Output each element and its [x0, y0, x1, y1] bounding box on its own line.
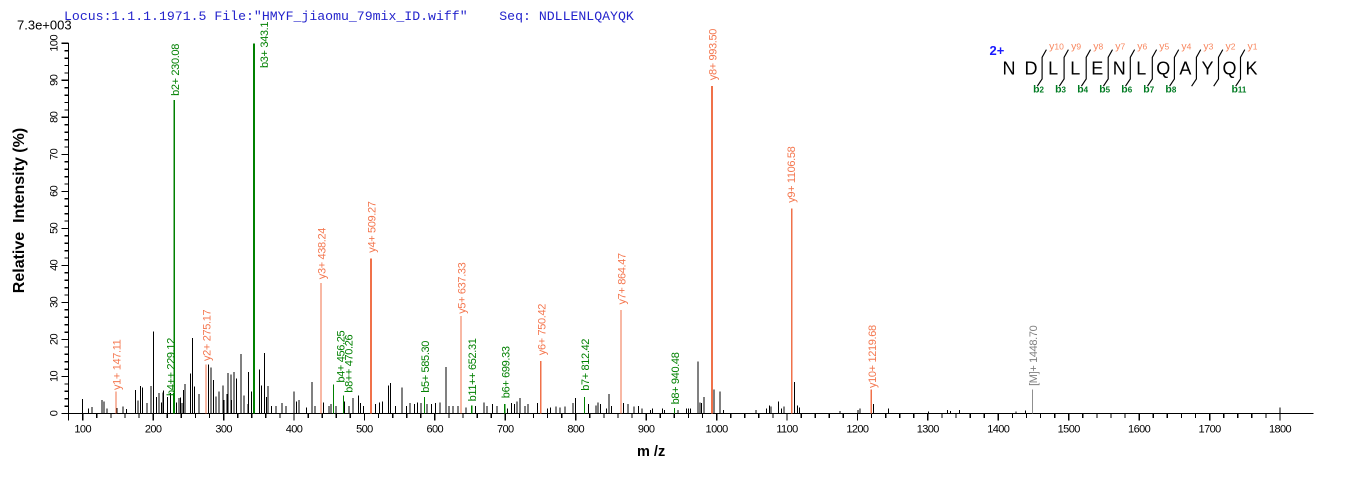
svg-text:y10: y10 — [1049, 41, 1064, 53]
svg-text:y7: y7 — [1115, 41, 1125, 53]
svg-text:Locus:1.1.1.1971.5 File:"HMYF_: Locus:1.1.1.1971.5 File:"HMYF_jiaomu_79m… — [64, 9, 634, 24]
svg-text:200: 200 — [145, 424, 162, 436]
svg-text:y8+ 993.50: y8+ 993.50 — [708, 29, 720, 80]
svg-text:y7+ 864.47: y7+ 864.47 — [617, 253, 629, 304]
svg-text:y6+ 750.42: y6+ 750.42 — [536, 304, 548, 355]
svg-text:40: 40 — [49, 259, 61, 271]
svg-text:y1: y1 — [1248, 41, 1258, 53]
svg-text:1600: 1600 — [1128, 424, 1151, 436]
svg-text:Y: Y — [1201, 59, 1213, 79]
svg-text:y5: y5 — [1159, 41, 1169, 53]
svg-text:0: 0 — [49, 410, 61, 416]
svg-text:L: L — [1070, 59, 1080, 79]
svg-text:100: 100 — [49, 35, 61, 52]
svg-text:100: 100 — [74, 424, 91, 436]
svg-text:300: 300 — [215, 424, 232, 436]
svg-text:1300: 1300 — [917, 424, 940, 436]
svg-text:E: E — [1091, 59, 1103, 79]
svg-text:y9+ 1106.58: y9+ 1106.58 — [786, 146, 798, 202]
svg-text:90: 90 — [49, 74, 61, 86]
svg-text:b5: b5 — [1099, 84, 1110, 96]
svg-text:b6+ 699.33: b6+ 699.33 — [500, 346, 512, 398]
svg-text:b8: b8 — [1165, 84, 1176, 96]
svg-text:500: 500 — [356, 424, 373, 436]
svg-text:b2+ 230.08: b2+ 230.08 — [170, 44, 182, 96]
svg-text:1500: 1500 — [1058, 424, 1081, 436]
svg-text:A: A — [1179, 59, 1191, 79]
svg-text:1000: 1000 — [706, 424, 729, 436]
svg-text:L: L — [1136, 59, 1146, 79]
svg-text:b5+ 585.30: b5+ 585.30 — [420, 341, 432, 393]
svg-text:y9: y9 — [1071, 41, 1081, 53]
svg-text:b8++ 470.26: b8++ 470.26 — [343, 335, 355, 393]
svg-text:K: K — [1245, 59, 1257, 79]
svg-text:1200: 1200 — [846, 424, 869, 436]
svg-text:1100: 1100 — [776, 424, 798, 436]
svg-text:y4: y4 — [1181, 41, 1191, 53]
svg-text:b4++ 229.12: b4++ 229.12 — [165, 338, 177, 396]
svg-text:b7: b7 — [1143, 84, 1154, 96]
svg-text:80: 80 — [49, 111, 61, 123]
svg-text:b8+ 940.48: b8+ 940.48 — [670, 352, 682, 404]
svg-text:b3: b3 — [1055, 84, 1066, 96]
svg-text:30: 30 — [49, 296, 61, 308]
svg-text:1800: 1800 — [1269, 424, 1292, 436]
svg-text:50: 50 — [49, 222, 61, 234]
svg-text:b4+ 456.25: b4+ 456.25 — [335, 331, 347, 383]
svg-text:20: 20 — [49, 334, 61, 346]
svg-text:900: 900 — [638, 424, 655, 436]
svg-text:7.3e+003: 7.3e+003 — [17, 18, 72, 33]
svg-text:b11: b11 — [1232, 84, 1247, 96]
svg-text:2+: 2+ — [990, 43, 1005, 58]
svg-text:b7+ 812.42: b7+ 812.42 — [580, 339, 592, 391]
svg-text:N: N — [1003, 59, 1016, 79]
svg-text:y3+ 438.24: y3+ 438.24 — [316, 228, 328, 279]
svg-text:Relative Intensity (%): Relative Intensity (%) — [11, 128, 28, 293]
svg-text:10: 10 — [49, 371, 61, 383]
svg-text:L: L — [1048, 59, 1058, 79]
svg-text:Q: Q — [1156, 59, 1170, 79]
svg-text:b11++ 652.31: b11++ 652.31 — [467, 338, 479, 401]
svg-text:y4+ 509.27: y4+ 509.27 — [366, 201, 378, 252]
svg-text:y6: y6 — [1137, 41, 1147, 53]
svg-text:y2+ 275.17: y2+ 275.17 — [202, 310, 214, 361]
svg-text:b2: b2 — [1033, 84, 1044, 96]
svg-text:y8: y8 — [1093, 41, 1103, 53]
svg-text:y3: y3 — [1203, 41, 1213, 53]
svg-text:800: 800 — [567, 424, 584, 436]
svg-text:y1+ 147.11: y1+ 147.11 — [111, 339, 123, 390]
svg-text:m /z: m /z — [637, 444, 665, 460]
svg-text:b6: b6 — [1121, 84, 1132, 96]
svg-text:[M]+ 1448.70: [M]+ 1448.70 — [1028, 325, 1040, 386]
svg-text:N: N — [1113, 59, 1126, 79]
svg-text:b4: b4 — [1077, 84, 1088, 96]
svg-text:Q: Q — [1222, 59, 1236, 79]
svg-text:600: 600 — [427, 424, 444, 436]
svg-text:b3+ 343.1: b3+ 343.1 — [259, 22, 271, 68]
svg-text:1400: 1400 — [987, 424, 1010, 436]
svg-text:70: 70 — [49, 148, 61, 160]
svg-text:60: 60 — [49, 185, 61, 197]
svg-text:400: 400 — [286, 424, 303, 436]
svg-text:D: D — [1025, 59, 1038, 79]
svg-text:y5+ 637.33: y5+ 637.33 — [457, 262, 469, 313]
svg-text:y10+ 1219.68: y10+ 1219.68 — [867, 325, 879, 388]
svg-text:700: 700 — [497, 424, 514, 436]
svg-text:y2: y2 — [1226, 41, 1236, 53]
svg-text:1700: 1700 — [1199, 424, 1222, 436]
